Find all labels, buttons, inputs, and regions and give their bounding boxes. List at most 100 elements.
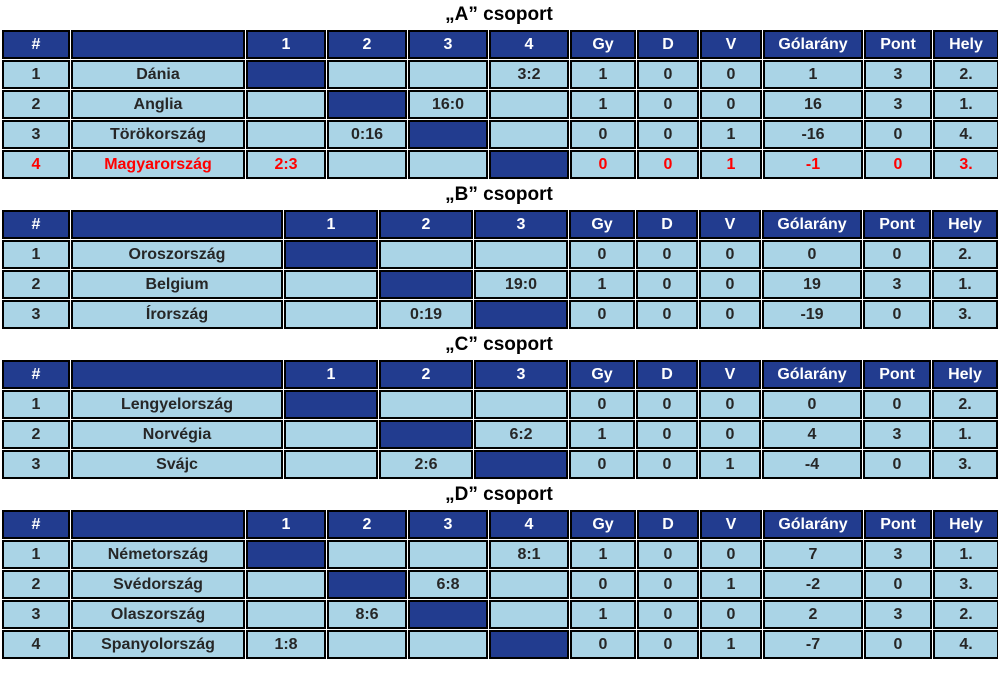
stat-gy-cell: 1 (569, 420, 635, 449)
stat-hely-cell: 1. (933, 90, 998, 119)
match-score-cell (489, 600, 569, 629)
team-row: 3 Írország 0:19 0 0 0 -19 0 3. (2, 300, 998, 329)
col-header: Gólarány (763, 30, 863, 59)
match-score-cell (284, 420, 378, 449)
team-row: 1 Oroszország 0 0 0 0 0 2. (2, 240, 998, 269)
team-name-cell: Lengyelország (71, 390, 283, 419)
col-header: # (2, 360, 70, 389)
stat-golarany-cell: 7 (763, 540, 863, 569)
col-header: Pont (863, 360, 931, 389)
team-name-cell: Norvégia (71, 420, 283, 449)
stat-pont-cell: 3 (864, 90, 932, 119)
stat-d-cell: 0 (637, 60, 699, 89)
col-header: Gy (569, 360, 635, 389)
stat-golarany-cell: -19 (762, 300, 862, 329)
stat-hely-cell: 4. (933, 630, 998, 659)
header-row: #1 2 3 4 Gy D V Gólarány Pont Hely (2, 510, 998, 539)
stat-v-cell: 0 (700, 600, 762, 629)
team-row: 2 Norvégia 6:2 1 0 0 4 3 1. (2, 420, 998, 449)
group-section-c: „C” csoport #1 2 3 Gy D V Gólarány Pont Hely 1 Leng… (0, 330, 998, 480)
self-match-cell (246, 60, 326, 89)
self-match-cell (408, 600, 488, 629)
team-name-cell: Dánia (71, 60, 245, 89)
groups-container: „A” csoport #1 2 3 4 Gy D V Gólarány Pont Hely 1 Dán… (0, 4, 998, 660)
match-score-cell: 3:2 (489, 60, 569, 89)
team-row: 1 Dánia 3:2 1 0 0 1 3 2. (2, 60, 998, 89)
col-header: # (2, 210, 70, 239)
stat-pont-cell: 3 (863, 270, 931, 299)
col-header: Gy (570, 30, 636, 59)
match-score-cell: 6:8 (408, 570, 488, 599)
stat-gy-cell: 1 (570, 600, 636, 629)
col-header: Hely (933, 30, 998, 59)
team-row: 2 Anglia 16:0 1 0 0 16 3 1. (2, 90, 998, 119)
col-header: # (2, 30, 70, 59)
match-score-cell (408, 150, 488, 179)
match-score-cell: 1:8 (246, 630, 326, 659)
stat-v-cell: 1 (700, 120, 762, 149)
stat-pont-cell: 0 (864, 120, 932, 149)
stat-v-cell: 0 (700, 90, 762, 119)
position-cell: 4 (2, 150, 70, 179)
self-match-cell (379, 270, 473, 299)
stat-golarany-cell: 1 (763, 60, 863, 89)
col-header: D (636, 360, 698, 389)
group-table-c: #1 2 3 Gy D V Gólarány Pont Hely 1 Lengyelország 0 0… (1, 359, 998, 480)
stat-gy-cell: 0 (569, 450, 635, 479)
group-table-d: #1 2 3 4 Gy D V Gólarány Pont Hely 1 Németország 8:1… (1, 509, 998, 660)
stat-d-cell: 0 (636, 240, 698, 269)
position-cell: 3 (2, 450, 70, 479)
stat-v-cell: 0 (699, 240, 761, 269)
stat-gy-cell: 1 (569, 270, 635, 299)
group-title-d: „D” csoport (445, 484, 553, 505)
stat-v-cell: 0 (699, 420, 761, 449)
stat-hely-cell: 1. (932, 270, 998, 299)
header-row: #1 2 3 Gy D V Gólarány Pont Hely (2, 360, 998, 389)
stat-pont-cell: 0 (863, 240, 931, 269)
col-header: 1 (284, 360, 378, 389)
team-row: 2 Belgium 19:0 1 0 0 19 3 1. (2, 270, 998, 299)
self-match-cell (379, 420, 473, 449)
col-header: 4 (489, 510, 569, 539)
col-header: Hely (933, 510, 998, 539)
team-row: 3 Svájc 2:6 0 0 1 -4 0 3. (2, 450, 998, 479)
col-header: Pont (863, 210, 931, 239)
stat-golarany-cell: 2 (763, 600, 863, 629)
team-row: 3 Törökország 0:16 0 0 1 -16 0 4. (2, 120, 998, 149)
match-score-cell (408, 630, 488, 659)
col-header: D (636, 210, 698, 239)
match-score-cell (246, 600, 326, 629)
group-table-b: #1 2 3 Gy D V Gólarány Pont Hely 1 Oroszország 0 0 0 0… (1, 209, 998, 330)
team-name-cell: Spanyolország (71, 630, 245, 659)
match-score-cell (408, 540, 488, 569)
position-cell: 1 (2, 540, 70, 569)
match-score-cell (284, 270, 378, 299)
stat-v-cell: 1 (700, 150, 762, 179)
stat-d-cell: 0 (637, 570, 699, 599)
stat-v-cell: 1 (699, 450, 761, 479)
col-header: 1 (246, 510, 326, 539)
stat-pont-cell: 3 (864, 540, 932, 569)
team-name-cell: Írország (71, 300, 283, 329)
match-score-cell (474, 240, 568, 269)
stat-pont-cell: 0 (864, 570, 932, 599)
match-score-cell (246, 120, 326, 149)
stat-gy-cell: 0 (570, 570, 636, 599)
team-name-cell: Németország (71, 540, 245, 569)
match-score-cell (327, 150, 407, 179)
col-header (71, 30, 245, 59)
stat-gy-cell: 0 (570, 120, 636, 149)
group-table-a: #1 2 3 4 Gy D V Gólarány Pont Hely 1 Dánia 3:2 1 0 0 1 3 2… (1, 29, 998, 180)
stat-gy-cell: 0 (569, 240, 635, 269)
col-header: Gy (569, 210, 635, 239)
group-section-b: „B” csoport #1 2 3 Gy D V Gólarány Pont Hely 1 Oros… (0, 180, 998, 330)
header-row: #1 2 3 Gy D V Gólarány Pont Hely (2, 210, 998, 239)
position-cell: 2 (2, 90, 70, 119)
match-score-cell (379, 390, 473, 419)
stat-hely-cell: 4. (933, 120, 998, 149)
stat-v-cell: 1 (700, 630, 762, 659)
col-header: Pont (864, 510, 932, 539)
col-header: Gy (570, 510, 636, 539)
stat-d-cell: 0 (636, 270, 698, 299)
stat-gy-cell: 0 (570, 630, 636, 659)
